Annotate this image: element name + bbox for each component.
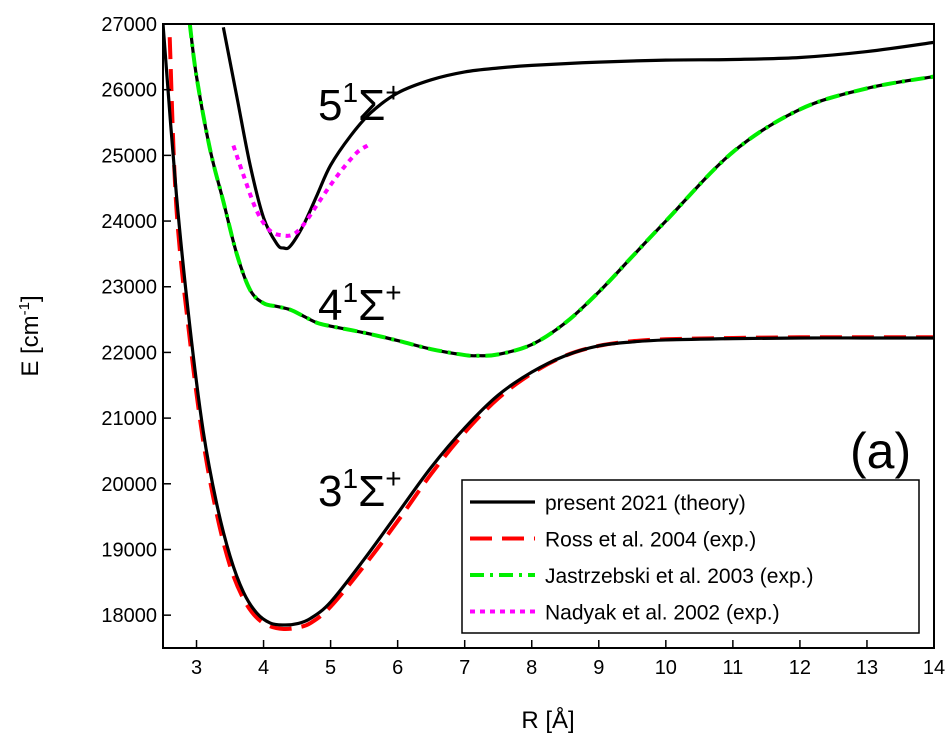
y-tick-label: 23000 [101, 277, 157, 299]
y-axis-title: E [cm-1] [16, 295, 44, 376]
y-tick-label: 26000 [101, 80, 157, 102]
state-label-5: 51Σ+ [318, 77, 402, 130]
y-axis-ticks: 18000 19000 20000 21000 22000 23000 24000 25000… [101, 14, 171, 627]
y-axis-title-sup: -1 [16, 302, 33, 315]
y-tick-label: 18000 [101, 605, 157, 627]
y-tick-label: 24000 [101, 211, 157, 233]
legend-label-4: Nadyak et al. 2002 (exp.) [545, 602, 780, 625]
x-tick-label: 8 [526, 657, 537, 679]
x-axis-ticks: 3 4 5 6 7 8 9 10 11 12 13 14 [191, 640, 945, 679]
x-tick-label: 6 [392, 657, 403, 679]
series-line-1-state-4 [188, 24, 934, 358]
x-tick-label: 5 [325, 657, 336, 679]
series-line-1-state-5 [221, 26, 934, 251]
y-tick-label: 22000 [101, 342, 157, 364]
y-tick-label: 21000 [101, 408, 157, 430]
panel-label: (a) [850, 423, 911, 479]
y-axis-title-close: ] [17, 295, 44, 302]
series-line-2-state-3 [167, 37, 934, 631]
series-line-4-state-5 [231, 143, 369, 238]
x-tick-label: 14 [923, 657, 945, 679]
plot-frame [162, 23, 935, 649]
x-tick-label: 9 [593, 657, 604, 679]
y-axis-title-main: E [cm [17, 315, 44, 376]
legend: present 2021 (theory) Ross et al. 2004 (e… [461, 479, 920, 634]
state-label-3: 31Σ+ [318, 463, 402, 516]
x-tick-label: 10 [655, 657, 677, 679]
series-line-3-state-4 [187, 24, 934, 358]
x-tick-label: 12 [789, 657, 811, 679]
state-label-4: 41Σ+ [318, 277, 402, 330]
x-tick-label: 11 [722, 657, 743, 679]
legend-label-2: Ross et al. 2004 (exp.) [545, 529, 756, 552]
y-tick-label: 27000 [101, 14, 157, 36]
x-tick-label: 13 [856, 657, 878, 679]
legend-label-1: present 2021 (theory) [545, 492, 746, 515]
y-tick-label: 20000 [101, 474, 157, 496]
y-tick-label: 25000 [101, 145, 157, 167]
x-tick-label: 7 [459, 657, 470, 679]
x-axis-title: R [Å] [521, 706, 574, 734]
series-line-1-state-3 [163, 24, 934, 627]
legend-label-3: Jastrzebski et al. 2003 (exp.) [545, 565, 813, 588]
legend-box [461, 479, 920, 634]
x-tick-label: 3 [191, 657, 202, 679]
curves-layer [163, 24, 934, 631]
y-tick-label: 19000 [101, 539, 157, 561]
x-tick-label: 4 [258, 657, 269, 679]
